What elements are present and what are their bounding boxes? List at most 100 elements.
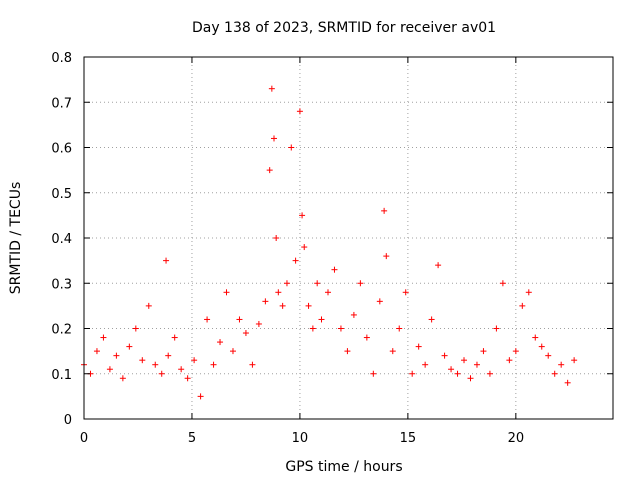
data-point — [564, 379, 571, 386]
data-point — [350, 311, 357, 318]
y-tick-label: 0.2 — [51, 323, 72, 338]
data-point — [331, 266, 338, 273]
data-point — [299, 212, 306, 219]
data-point — [370, 370, 377, 377]
data-point — [204, 316, 211, 323]
data-point — [461, 357, 468, 364]
data-point — [292, 257, 299, 264]
data-point — [275, 289, 282, 296]
data-point — [113, 352, 120, 359]
data-point — [197, 393, 204, 400]
data-point — [301, 244, 308, 251]
data-point — [296, 108, 303, 115]
data-point — [309, 325, 316, 332]
data-point — [266, 167, 273, 174]
data-point — [337, 325, 344, 332]
data-point — [262, 298, 269, 305]
x-tick-label: 0 — [80, 431, 88, 446]
data-point — [441, 352, 448, 359]
data-point — [409, 370, 416, 377]
data-point — [152, 361, 159, 368]
x-tick-label: 15 — [400, 431, 417, 446]
data-point — [119, 375, 126, 382]
data-point — [126, 343, 133, 350]
data-point — [132, 325, 139, 332]
data-point — [558, 361, 565, 368]
data-point — [363, 334, 370, 341]
data-point — [229, 348, 236, 355]
data-point — [100, 334, 107, 341]
x-tick-label: 10 — [292, 431, 309, 446]
data-point — [454, 370, 461, 377]
data-point — [242, 330, 249, 337]
data-point — [210, 361, 217, 368]
data-point — [236, 316, 243, 323]
y-tick-label: 0.6 — [51, 142, 72, 157]
data-point — [389, 348, 396, 355]
data-point — [288, 144, 295, 151]
data-point — [571, 357, 578, 364]
data-point — [165, 352, 172, 359]
data-point — [283, 280, 290, 287]
y-tick-label: 0 — [64, 413, 72, 428]
x-tick-label: 5 — [188, 431, 196, 446]
data-point — [145, 302, 152, 309]
ticks: 0 0.1 0.2 0.3 0.4 0.5 0.6 0.7 0.8 0 5 10 15 20 — [51, 51, 613, 446]
data-point — [467, 375, 474, 382]
data-point — [396, 325, 403, 332]
data-point — [525, 289, 532, 296]
data-point — [499, 280, 506, 287]
y-tick-label: 0.8 — [51, 51, 72, 66]
data-point — [357, 280, 364, 287]
data-point — [163, 257, 170, 264]
data-point — [473, 361, 480, 368]
data-point — [448, 366, 455, 373]
y-tick-label: 0.1 — [51, 368, 72, 383]
data-point — [415, 343, 422, 350]
data-point — [268, 85, 275, 92]
data-point — [191, 357, 198, 364]
data-point — [545, 352, 552, 359]
data-point — [532, 334, 539, 341]
data-point — [324, 289, 331, 296]
y-tick-label: 0.4 — [51, 232, 72, 247]
data-point — [506, 357, 513, 364]
data-point — [402, 289, 409, 296]
data-point — [512, 348, 519, 355]
grid — [84, 57, 613, 419]
data-point — [493, 325, 500, 332]
data-point — [223, 289, 230, 296]
data-points — [81, 85, 578, 400]
data-point — [376, 298, 383, 305]
y-tick-label: 0.5 — [51, 187, 72, 202]
data-point — [184, 375, 191, 382]
y-tick-label: 0.7 — [51, 96, 72, 111]
chart-title: Day 138 of 2023, SRMTID for receiver av0… — [192, 20, 496, 36]
data-point — [486, 370, 493, 377]
data-point — [314, 280, 321, 287]
data-point — [383, 253, 390, 260]
data-point — [273, 235, 280, 241]
data-point — [538, 343, 545, 350]
data-point — [305, 302, 312, 309]
data-point — [318, 316, 325, 323]
data-point — [106, 366, 113, 373]
data-point — [279, 302, 286, 309]
data-point — [422, 361, 429, 368]
data-point — [519, 302, 526, 309]
data-point — [480, 348, 487, 355]
data-point — [93, 348, 100, 355]
data-point — [249, 361, 256, 368]
x-axis-label: GPS time / hours — [285, 459, 402, 475]
data-point — [435, 262, 442, 269]
y-tick-label: 0.3 — [51, 277, 72, 292]
data-point — [255, 320, 262, 327]
y-axis-label: SRMTID / TECUs — [8, 182, 24, 295]
data-point — [178, 366, 185, 373]
x-tick-label: 20 — [508, 431, 525, 446]
data-point — [171, 334, 178, 341]
data-point — [551, 370, 558, 377]
data-point — [271, 135, 278, 142]
data-point — [217, 339, 224, 346]
